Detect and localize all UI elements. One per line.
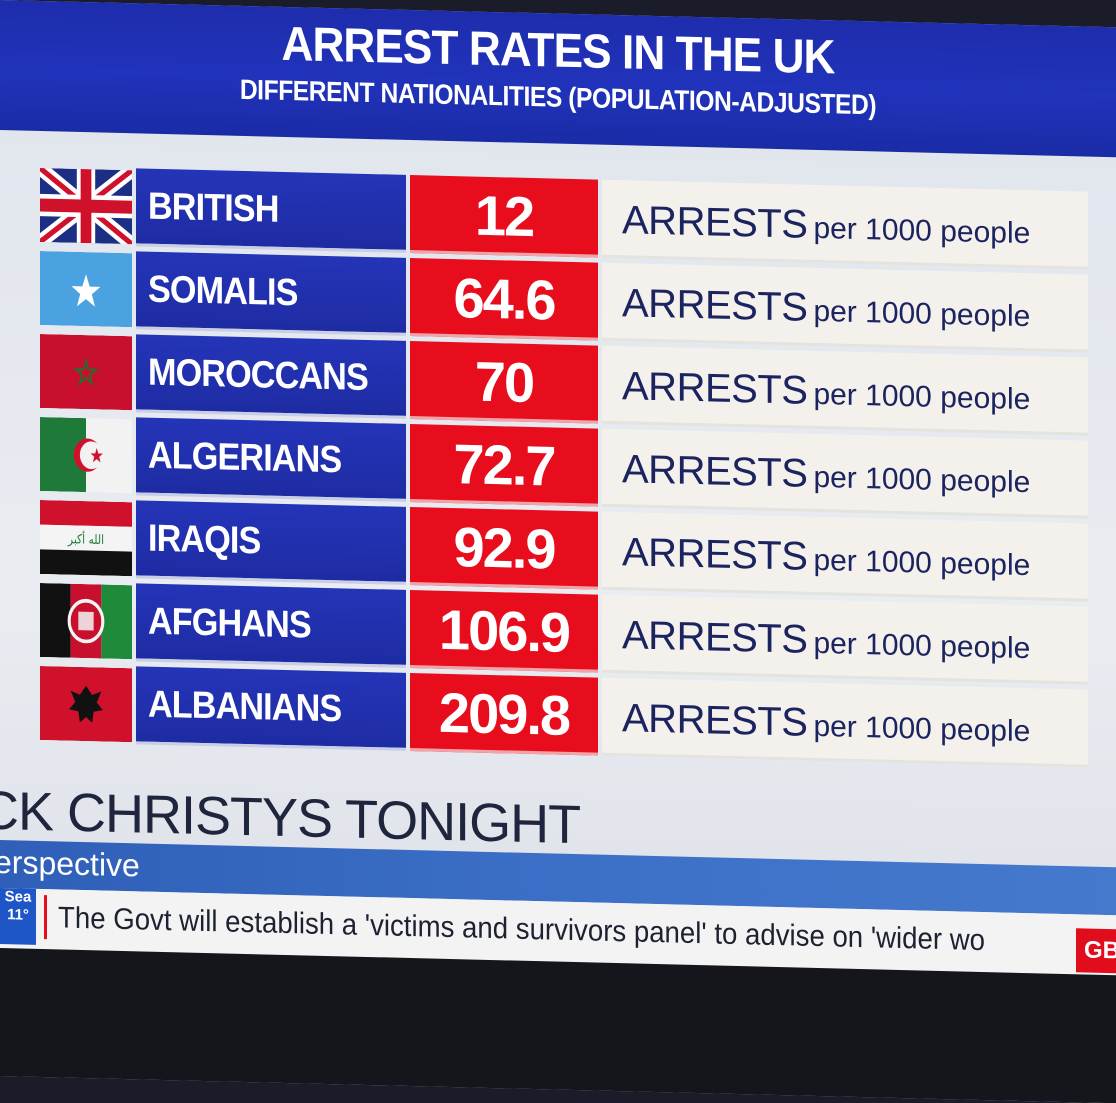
unit-label: ARRESTS per 1000 people — [622, 198, 1030, 253]
arrest-rate-cell: 92.9 — [410, 507, 598, 590]
arrest-rate-value: 209.8 — [438, 680, 570, 747]
iraq-flag-icon: الله أكبر — [40, 499, 132, 577]
afghanistan-flag-icon — [40, 582, 132, 660]
nationality-label: BRITISH — [148, 185, 279, 231]
unit-cell: ARRESTS per 1000 people — [602, 594, 1088, 685]
unit-label: ARRESTS per 1000 people — [622, 530, 1030, 585]
table-row: ALGERIANS 72.7 ARRESTS per 1000 people — [40, 415, 1090, 519]
unit-sub-text: per 1000 people — [813, 709, 1031, 749]
unit-main-text: ARRESTS — [622, 447, 808, 496]
nationality-cell: IRAQIS — [136, 500, 406, 585]
weather-location: Sea — [4, 888, 32, 906]
unit-label: ARRESTS per 1000 people — [622, 613, 1030, 668]
nationality-cell: AFGHANS — [136, 583, 406, 668]
table-row: ALBANIANS 209.8 ARRESTS per 1000 people — [40, 664, 1090, 768]
weather-temperature: 11° — [7, 906, 29, 924]
arrest-rate-cell: 209.8 — [410, 673, 598, 756]
table-row: BRITISH 12 ARRESTS per 1000 people — [40, 166, 1090, 270]
table-row: AFGHANS 106.9 ARRESTS per 1000 people — [40, 581, 1090, 685]
unit-main-text: ARRESTS — [622, 364, 808, 413]
unit-label: ARRESTS per 1000 people — [622, 364, 1030, 419]
arrest-rate-value: 70 — [474, 349, 534, 415]
nationality-cell: MOROCCANS — [136, 334, 406, 419]
arrest-rate-cell: 72.7 — [410, 424, 598, 507]
morocco-flag-icon — [40, 333, 132, 411]
unit-sub-text: per 1000 people — [813, 626, 1031, 666]
unit-label: ARRESTS per 1000 people — [622, 281, 1030, 336]
algeria-flag-icon — [40, 416, 132, 494]
nationality-label: ALBANIANS — [148, 683, 342, 731]
unit-cell: ARRESTS per 1000 people — [602, 345, 1088, 436]
unit-cell: ARRESTS per 1000 people — [602, 428, 1088, 519]
unit-main-text: ARRESTS — [622, 696, 808, 745]
albania-flag-icon — [40, 665, 132, 743]
table-row: الله أكبر IRAQIS 92.9 ARRESTS per 1000 peopl… — [40, 498, 1090, 602]
unit-main-text: ARRESTS — [622, 530, 808, 579]
ticker-headline: The Govt will establish a 'victims and s… — [58, 901, 986, 958]
arrest-rate-value: 92.9 — [453, 515, 555, 581]
arrest-rate-cell: 12 — [410, 175, 598, 258]
arrest-rate-cell: 70 — [410, 341, 598, 424]
channel-badge: GB — [1076, 928, 1116, 974]
nationality-label: IRAQIS — [148, 517, 261, 563]
arrest-rate-value: 12 — [474, 183, 534, 249]
table-row: SOMALIS 64.6 ARRESTS per 1000 people — [40, 249, 1090, 353]
header-banner: ARREST RATES IN THE UK DIFFERENT NATIONA… — [0, 0, 1116, 158]
arrest-rate-cell: 106.9 — [410, 590, 598, 673]
unit-cell: ARRESTS per 1000 people — [602, 179, 1088, 270]
unit-sub-text: per 1000 people — [813, 211, 1031, 251]
unit-main-text: ARRESTS — [622, 281, 808, 330]
nationality-label: ALGERIANS — [148, 434, 342, 482]
unit-main-text: ARRESTS — [622, 198, 808, 247]
strap-text: erspective — [0, 843, 140, 884]
arrest-rate-value: 106.9 — [438, 597, 570, 664]
unit-cell: ARRESTS per 1000 people — [602, 677, 1088, 768]
arrest-rate-value: 72.7 — [453, 432, 555, 498]
ticker-divider — [44, 895, 47, 940]
table-row: MOROCCANS 70 ARRESTS per 1000 people — [40, 332, 1090, 436]
nationality-label: AFGHANS — [148, 600, 311, 647]
unit-sub-text: per 1000 people — [813, 294, 1031, 334]
nationality-cell: BRITISH — [136, 168, 406, 253]
data-table: BRITISH 12 ARRESTS per 1000 people SOMALIS 64… — [40, 166, 1090, 772]
unit-label: ARRESTS per 1000 people — [622, 696, 1030, 751]
nationality-cell: ALGERIANS — [136, 417, 406, 502]
arrest-rate-cell: 64.6 — [410, 258, 598, 341]
weather-widget: Sea 11° — [0, 888, 36, 945]
unit-main-text: ARRESTS — [622, 613, 808, 662]
somalia-flag-icon — [40, 250, 132, 328]
unit-cell: ARRESTS per 1000 people — [602, 262, 1088, 353]
nationality-cell: ALBANIANS — [136, 666, 406, 751]
nationality-label: SOMALIS — [148, 268, 298, 315]
uk-flag-icon — [40, 167, 132, 245]
unit-sub-text: per 1000 people — [813, 377, 1031, 417]
unit-sub-text: per 1000 people — [813, 460, 1031, 500]
svg-text:الله أكبر: الله أكبر — [67, 530, 104, 548]
arrest-rate-value: 64.6 — [453, 266, 555, 332]
unit-cell: ARRESTS per 1000 people — [602, 511, 1088, 602]
screen-bezel — [0, 948, 1116, 1103]
nationality-label: MOROCCANS — [148, 351, 368, 399]
unit-sub-text: per 1000 people — [813, 543, 1031, 583]
unit-label: ARRESTS per 1000 people — [622, 447, 1030, 502]
nationality-cell: SOMALIS — [136, 251, 406, 336]
